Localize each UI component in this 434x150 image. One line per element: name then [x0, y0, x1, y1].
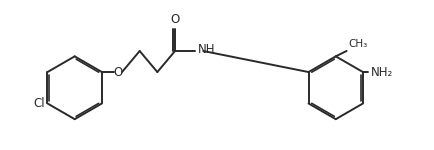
Text: NH₂: NH₂: [370, 66, 392, 79]
Text: CH₃: CH₃: [348, 39, 367, 50]
Text: O: O: [113, 66, 122, 79]
Text: NH: NH: [198, 43, 215, 56]
Text: Cl: Cl: [33, 97, 44, 110]
Text: O: O: [170, 13, 179, 26]
